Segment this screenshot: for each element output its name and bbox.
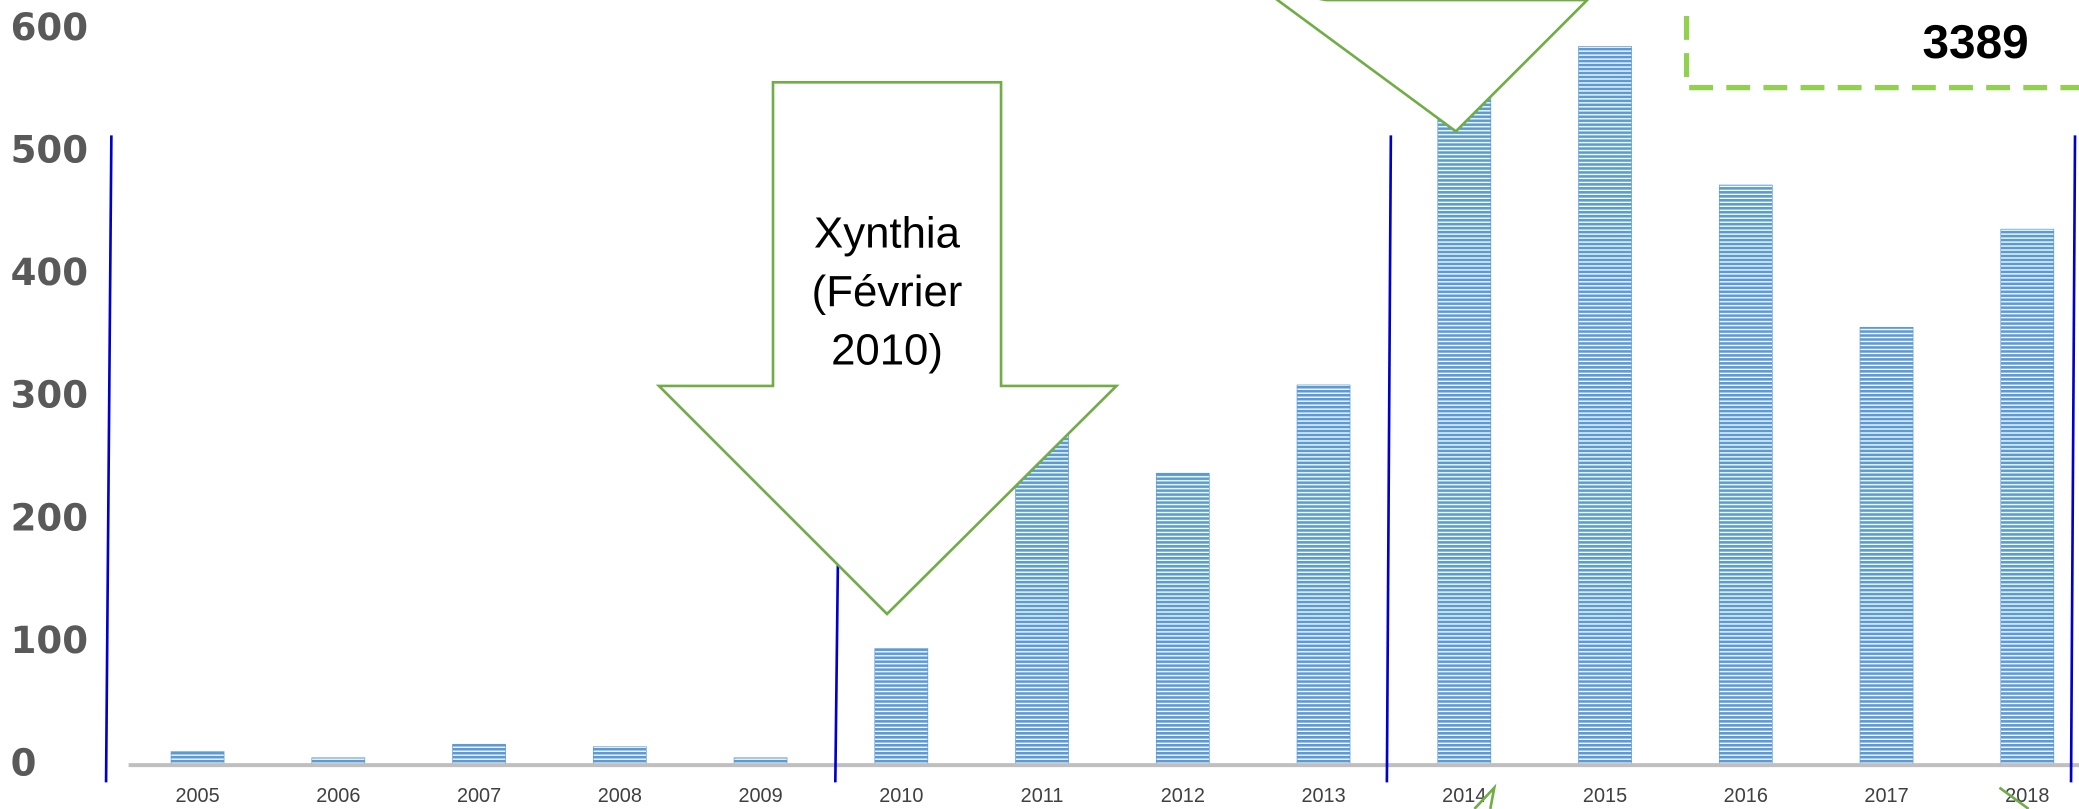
bar (1015, 427, 1069, 766)
bar (170, 751, 225, 766)
bar (1578, 46, 1632, 766)
x-tick-label: 2007 (457, 785, 501, 807)
plot: 0 100 200 300 400 500 600 2005 2006 2007 2008 2009 2… (11, 6, 2079, 807)
annotation-arrow (1275, 0, 1590, 134)
bar (1437, 90, 1492, 766)
decor-line (1385, 135, 1393, 783)
bar (2000, 228, 2055, 766)
x-tick-label: 2015 (1583, 785, 1627, 807)
y-tick-label: 100 (11, 619, 88, 662)
bar (1155, 472, 1210, 766)
x-tick-label: 2013 (1301, 785, 1345, 807)
x-tick-label: 2008 (598, 785, 642, 807)
bar (592, 746, 647, 766)
x-tick-label: 2005 (175, 785, 219, 807)
decor (1473, 783, 1497, 809)
bar (1859, 326, 1914, 766)
decor-line (833, 556, 840, 783)
bar (452, 743, 506, 766)
y-tick-label: 0 (11, 742, 37, 785)
x-tick-label: 2011 (1021, 785, 1064, 807)
bar (1296, 384, 1351, 766)
annotation-text: Xynthia (814, 209, 961, 258)
x-tick-label: 2006 (316, 785, 360, 807)
y-tick-label: 200 (11, 496, 88, 539)
x-tick-label: 2012 (1161, 785, 1205, 807)
bar (874, 648, 929, 766)
annotation-text: (Février (812, 267, 963, 316)
annotation-text: 2010) (831, 325, 943, 374)
x-tick-label: 2014 (1442, 785, 1486, 807)
decor-line (104, 135, 113, 783)
annotation-arrow (655, 80, 1120, 616)
x-tick-label: 2017 (1864, 785, 1908, 807)
x-tick-label: 2009 (738, 785, 782, 807)
y-tick-label: 400 (11, 251, 88, 294)
y-tick-label: 300 (11, 374, 88, 417)
x-tick-label: 2018 (2005, 785, 2049, 807)
y-tick-label: 500 (11, 128, 88, 171)
total-box (1683, 16, 2079, 91)
y-tick-label: 600 (11, 6, 88, 49)
total-label: 3389 (1923, 16, 2029, 69)
decor (1998, 786, 2030, 809)
x-tick-label: 2016 (1724, 785, 1768, 807)
decor-line (2069, 135, 2077, 783)
x-tick-label: 2010 (879, 785, 923, 807)
bar (1718, 184, 1773, 766)
